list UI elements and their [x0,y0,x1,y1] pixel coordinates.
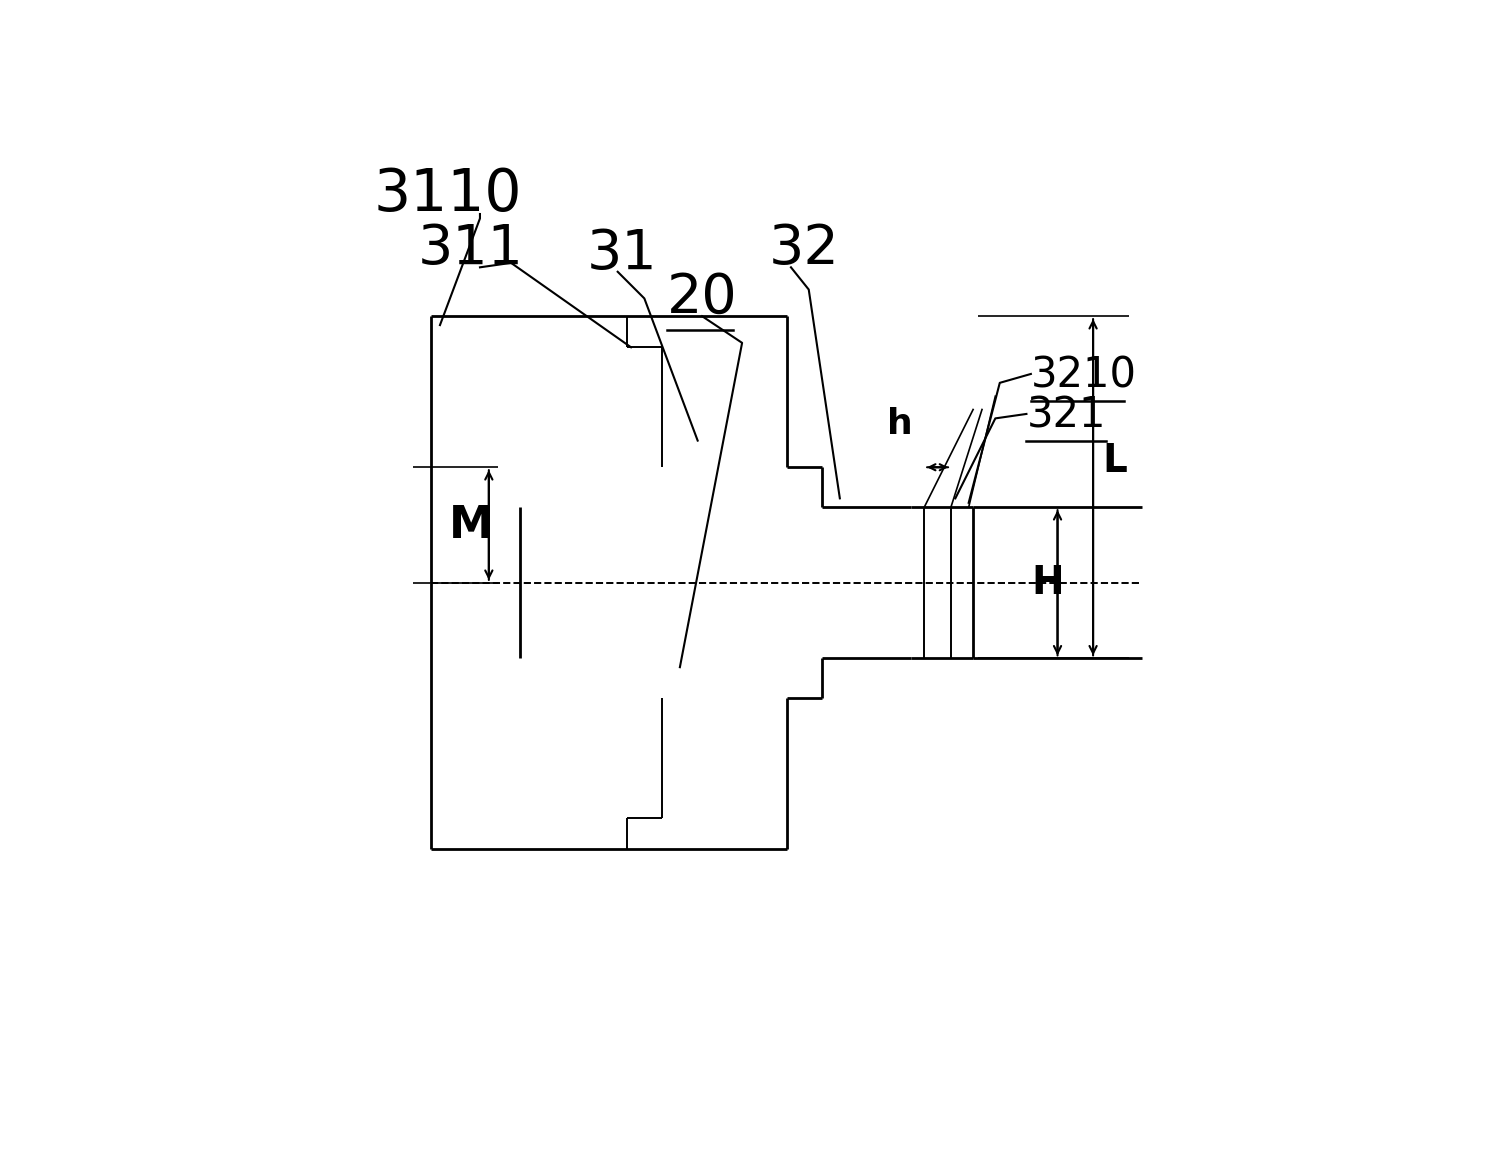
Text: 321: 321 [1026,395,1106,436]
Text: 3210: 3210 [1030,354,1137,396]
Text: 31: 31 [586,226,657,280]
Text: 3110: 3110 [374,166,522,223]
Text: 32: 32 [768,223,840,276]
Text: 311: 311 [419,223,524,276]
Text: 20: 20 [666,271,736,325]
Text: L: L [1102,442,1126,480]
Text: M: M [448,503,494,547]
Text: h: h [888,406,914,441]
Text: H: H [1030,564,1063,601]
